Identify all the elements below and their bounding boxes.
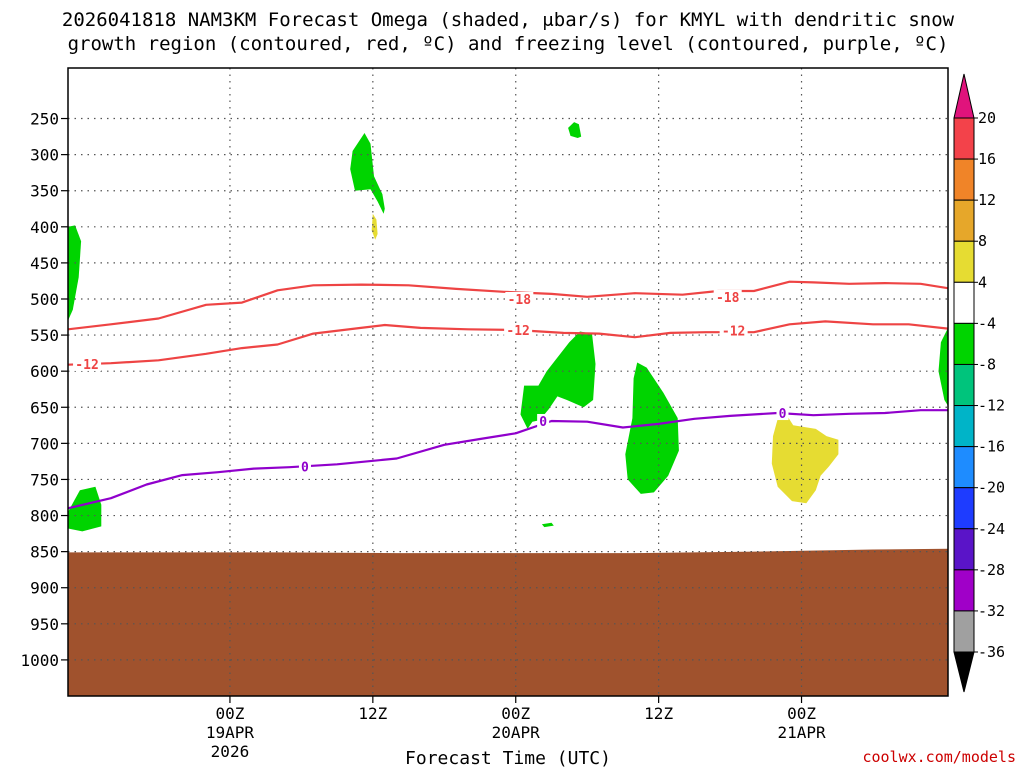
x-tick-label: 20APR bbox=[492, 723, 541, 742]
omega-area-3 bbox=[350, 133, 385, 214]
colorbar-label: 8 bbox=[978, 232, 987, 250]
x-tick-label: 00Z bbox=[501, 704, 530, 723]
contour-label-bg bbox=[776, 406, 789, 421]
contour-label: -12 bbox=[506, 324, 529, 339]
colorbar-label: 4 bbox=[978, 273, 987, 291]
omega-area-5 bbox=[520, 331, 596, 429]
y-tick-label: 750 bbox=[30, 470, 59, 489]
x-tick-label: 2026 bbox=[211, 742, 250, 761]
colorbar-top-arrow bbox=[953, 73, 975, 119]
y-tick-label: 650 bbox=[30, 398, 59, 417]
colorbar-band bbox=[953, 405, 975, 448]
omega-area-8 bbox=[938, 327, 948, 406]
x-tick-label: 12Z bbox=[644, 704, 673, 723]
y-tick-label: 550 bbox=[30, 326, 59, 345]
contour-label: -12 bbox=[722, 325, 745, 340]
x-tick-label: 00Z bbox=[787, 704, 816, 723]
y-tick-label: 350 bbox=[30, 182, 59, 201]
contour-label-bg bbox=[504, 323, 533, 338]
contour-label-bg bbox=[505, 291, 534, 306]
omega-area-1 bbox=[68, 225, 82, 321]
colorbar-label: -12 bbox=[978, 397, 1005, 415]
y-tick-label: 700 bbox=[30, 434, 59, 453]
y-tick-label: 450 bbox=[30, 254, 59, 273]
grid-lines bbox=[68, 68, 948, 696]
colorbar-label: 12 bbox=[978, 191, 996, 209]
colorbar-band bbox=[953, 199, 975, 242]
omega-area-2 bbox=[68, 486, 102, 532]
colorbar-band bbox=[953, 487, 975, 530]
y-tick-label: 900 bbox=[30, 579, 59, 598]
contour-label-bg bbox=[713, 289, 742, 304]
contour-label-bg bbox=[719, 323, 748, 338]
colorbar-label: -8 bbox=[978, 355, 996, 373]
colorbar-band bbox=[953, 117, 975, 160]
omega-area-4 bbox=[568, 122, 582, 138]
colorbar-label: 16 bbox=[978, 150, 996, 168]
colorbar-band bbox=[953, 281, 975, 324]
colorbar-label: -32 bbox=[978, 602, 1005, 620]
colorbar-band bbox=[953, 322, 975, 365]
colorbar-label: -24 bbox=[978, 520, 1005, 538]
colorbar-label: -36 bbox=[978, 643, 1005, 661]
contour-label: -12 bbox=[75, 358, 98, 373]
contour-label: -18 bbox=[508, 293, 532, 308]
colorbar-band bbox=[953, 240, 975, 283]
y-tick-label: 850 bbox=[30, 543, 59, 562]
contour-labels: -18 -18 -12 -12 -12 0 0 0 bbox=[73, 289, 789, 475]
colorbar: 20 16 12 8 4 -4 -8 -12 -16 -20 -24 -28 -32 -36 bbox=[953, 73, 1005, 693]
contour-label: -18 bbox=[716, 291, 740, 306]
omega-area-6 bbox=[541, 522, 554, 528]
colorbar-band bbox=[953, 158, 975, 201]
y-tick-label: 1000 bbox=[20, 651, 59, 670]
omega-shading bbox=[68, 122, 948, 532]
x-tick-label: 00Z bbox=[215, 704, 244, 723]
contour-label-bg bbox=[298, 459, 311, 474]
terrain-layer bbox=[68, 548, 948, 696]
x-tick-label: 19APR bbox=[206, 723, 255, 742]
x-tick-label: 12Z bbox=[358, 704, 387, 723]
omega-area-7 bbox=[625, 362, 679, 494]
plot-frame bbox=[67, 67, 949, 697]
colorbar-label: -20 bbox=[978, 479, 1005, 497]
contour-line-1 bbox=[68, 280, 948, 331]
contour-label: 0 bbox=[539, 415, 547, 430]
credit-text: coolwx.com/models bbox=[862, 748, 1016, 766]
terrain-fill bbox=[68, 548, 948, 696]
colorbar-band bbox=[953, 610, 975, 653]
colorbar-band bbox=[953, 569, 975, 612]
x-axis-title: Forecast Time (UTC) bbox=[405, 748, 611, 768]
x-tick-label: 21APR bbox=[777, 723, 826, 742]
colorbar-label: -4 bbox=[978, 314, 996, 332]
colorbar-label: 20 bbox=[978, 109, 996, 127]
chart-title-line2: growth region (contoured, red, ºC) and f… bbox=[68, 33, 949, 55]
colorbar-bottom-arrow bbox=[953, 651, 975, 693]
y-tick-label: 800 bbox=[30, 507, 59, 526]
colorbar-band bbox=[953, 363, 975, 407]
colorbar-label: -16 bbox=[978, 438, 1005, 456]
y-tick-label: 400 bbox=[30, 218, 59, 237]
omega-area-10 bbox=[771, 412, 839, 504]
y-tick-label: 600 bbox=[30, 362, 59, 381]
contour-label-bg bbox=[73, 356, 102, 371]
y-tick-label: 500 bbox=[30, 290, 59, 309]
contour-label: 0 bbox=[301, 460, 309, 475]
contour-label: 0 bbox=[779, 407, 787, 422]
chart-title: 2026041818 NAM3KM Forecast Omega (shaded… bbox=[62, 9, 955, 31]
colorbar-band bbox=[953, 528, 975, 571]
y-axis-ticks: 250 300 350 400 450 500 550 600 650 700 750 800 850 9… bbox=[20, 110, 68, 670]
colorbar-label: -28 bbox=[978, 561, 1005, 579]
contour-label-bg bbox=[537, 413, 550, 428]
y-tick-label: 300 bbox=[30, 146, 59, 165]
colorbar-band bbox=[953, 446, 975, 489]
y-tick-label: 250 bbox=[30, 110, 59, 129]
y-tick-label: 950 bbox=[30, 615, 59, 634]
contour-line-3 bbox=[68, 409, 948, 510]
